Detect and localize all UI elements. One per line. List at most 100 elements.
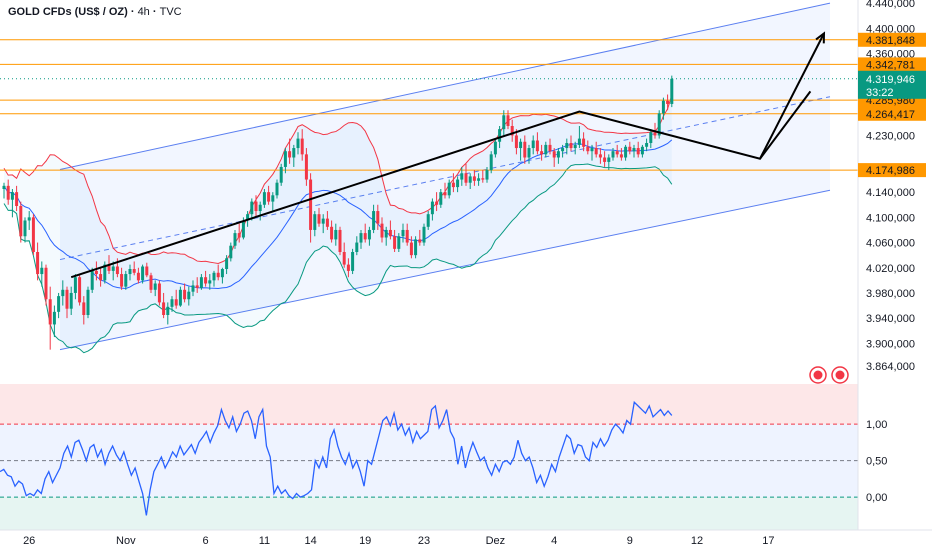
bollinger-lower: [3, 163, 673, 354]
candle-body: [309, 179, 313, 230]
candle-body: [267, 192, 271, 202]
candle-body: [2, 185, 6, 189]
economic-event-icon: [831, 366, 849, 384]
candle-body: [145, 266, 149, 276]
candle-body: [523, 141, 527, 158]
time-tick-label: 19: [359, 535, 371, 547]
candle-body: [556, 151, 560, 158]
candle-body: [233, 233, 237, 246]
candle-body: [598, 154, 602, 158]
candle-body: [48, 299, 52, 325]
candle-body: [485, 170, 489, 180]
candle-body: [514, 135, 518, 149]
candle-body: [363, 233, 367, 240]
candle-body: [19, 206, 23, 237]
candle-body: [573, 144, 577, 149]
candle-body: [456, 179, 460, 188]
candle-body: [27, 217, 31, 221]
candle-body: [296, 138, 300, 149]
oscillator-panel: [0, 384, 858, 530]
oscillator-tick-label: 1,00: [866, 419, 887, 431]
candle-body: [141, 266, 145, 281]
oscillator-tick-label: 0,50: [866, 456, 887, 468]
candle-body: [577, 138, 581, 145]
level-tag-bg-1: [858, 57, 926, 72]
candle-body: [86, 289, 90, 315]
candle-body: [115, 266, 119, 275]
candle-body: [477, 178, 481, 181]
candle-body: [393, 236, 397, 249]
candle-body: [275, 182, 279, 196]
candle-body: [384, 229, 388, 238]
candle-body: [367, 229, 371, 240]
candle-body: [468, 176, 472, 183]
price-tick-label: 4.140,000: [866, 187, 915, 199]
oversold-zone: [0, 497, 858, 530]
candle-body: [519, 141, 523, 149]
candle-body: [128, 269, 132, 275]
candle-body: [69, 292, 73, 309]
chart-title: GOLD CFDs (US$ / OZ) · 4h · TVC: [8, 6, 182, 18]
candle-body: [661, 100, 665, 114]
candle-body: [405, 229, 409, 243]
candle-body: [78, 277, 82, 303]
candle-body: [174, 299, 178, 306]
candle-body: [430, 201, 434, 215]
candle-body: [582, 138, 586, 147]
candle-body: [124, 274, 128, 287]
candle-body: [443, 192, 447, 196]
candle-body: [103, 264, 107, 281]
event-dot-1: [835, 370, 845, 380]
level-tag-label: 4.342,781: [866, 59, 915, 71]
candle-body: [170, 299, 174, 307]
candle-body: [338, 229, 342, 252]
candle-body: [414, 239, 418, 256]
time-tick-label: 12: [691, 535, 703, 547]
candle-body: [241, 220, 245, 238]
candle-body: [447, 182, 451, 196]
candle-body: [380, 223, 384, 238]
candle-body: [351, 252, 355, 271]
candle-body: [321, 218, 325, 224]
level-tag-label: 4.174,986: [866, 165, 915, 177]
candle-body: [120, 274, 124, 287]
candle-body: [376, 211, 380, 224]
candle-body: [325, 218, 329, 227]
price-tick-label: 4.440,000: [866, 0, 915, 10]
candle-body: [149, 275, 153, 290]
level-tag-bg-0: [858, 32, 926, 47]
candle-body: [451, 182, 455, 188]
candle-body: [540, 151, 544, 155]
price-tick-label: 4.060,000: [866, 238, 915, 250]
candle-body: [657, 113, 661, 136]
candle-body: [666, 100, 670, 104]
candle-body: [111, 266, 115, 271]
bollinger-basis: [3, 139, 673, 289]
economic-event-icon: [809, 366, 827, 384]
candle-body: [199, 277, 203, 288]
last-price-tag-bg: [858, 70, 926, 99]
candle-body: [422, 226, 426, 243]
candle-body: [208, 280, 212, 284]
event-dot-0: [813, 370, 823, 380]
channel-fill: [60, 3, 830, 350]
candle-body: [330, 226, 334, 240]
time-tick-label: 6: [203, 535, 209, 547]
candle-body: [157, 283, 161, 303]
candle-body: [225, 258, 229, 270]
candle-body: [187, 291, 191, 300]
candle-body: [107, 264, 111, 271]
candle-body: [229, 245, 233, 259]
candle-body: [636, 148, 640, 155]
price-tick-label: 3.980,000: [866, 288, 915, 300]
candle-body: [94, 270, 98, 275]
level-tag-bg-4: [858, 163, 926, 178]
candle-body: [401, 229, 405, 237]
candle-body: [300, 138, 304, 155]
candle-body: [132, 269, 136, 273]
candle-body: [292, 148, 296, 158]
level-tag-label: 4.264,417: [866, 109, 915, 121]
candle-body: [569, 143, 573, 149]
candle-body: [586, 146, 590, 152]
